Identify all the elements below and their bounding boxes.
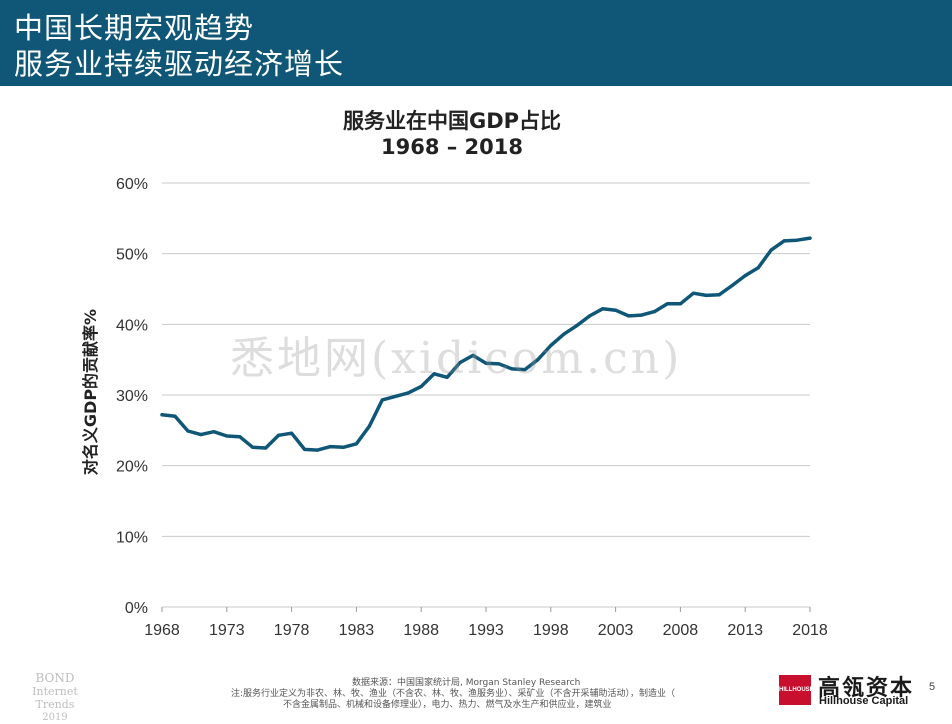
data-point (212, 430, 216, 434)
x-tick-label: 1988 (403, 622, 439, 639)
x-tick-label: 2013 (727, 622, 763, 639)
y-tick-label: 10% (116, 529, 148, 546)
y-tick-label: 40% (116, 317, 148, 334)
data-point (432, 372, 436, 376)
data-point (575, 324, 579, 328)
grid (162, 182, 810, 608)
hillhouse-logo-mark: HILLHOUSE (779, 675, 814, 705)
data-point (769, 248, 773, 252)
hillhouse-name-en: Hillhouse Capital (819, 695, 909, 707)
data-point (290, 431, 294, 435)
y-tick-label: 30% (116, 388, 148, 405)
x-tick-labels: 1968 1973 1978 1983 1988 1993 1998 2003 2008 2013… (144, 607, 828, 639)
x-tick-label: 1993 (468, 622, 504, 639)
definition-note-line2: 不含金属制品、机械和设备修理业），电力、热力、燃气及水生产和供应业，建筑业 (283, 700, 612, 710)
data-point (303, 447, 307, 451)
bond-logo-line3: 2019 (42, 712, 68, 723)
data-point (186, 429, 190, 433)
x-tick-label: 2018 (792, 622, 828, 639)
data-point (458, 360, 462, 365)
data-point (264, 446, 268, 450)
data-point (808, 236, 812, 240)
watermark: 悉地网(xidicom.cn) (230, 333, 683, 384)
data-point (730, 283, 734, 288)
data-point (277, 433, 281, 437)
data-point (704, 293, 708, 297)
chart-title: 服务业在中国GDP占比 (343, 109, 561, 133)
data-point (652, 310, 657, 314)
data-point (380, 398, 384, 402)
data-point (471, 353, 475, 357)
x-tick-label: 2003 (598, 622, 634, 639)
data-point (665, 302, 670, 306)
data-point (614, 308, 618, 312)
data-point (627, 314, 631, 318)
data-point (523, 368, 527, 372)
data-point (536, 358, 540, 362)
source-note: 数据来源：中国国家统计局, Morgan Stanley Research (352, 678, 581, 688)
data-point (393, 394, 397, 398)
data-point (406, 391, 410, 395)
data-point (639, 313, 644, 317)
page-title-line2: 服务业持续驱动经济增长 (14, 47, 345, 81)
data-point (743, 274, 747, 278)
y-axis-label: 对名义GDP的贡献率% (81, 309, 100, 475)
x-tick-label: 1998 (533, 622, 569, 639)
data-point (419, 384, 423, 389)
data-point (601, 307, 605, 311)
y-tick-label: 60% (116, 176, 148, 193)
y-tick-label: 0% (125, 600, 148, 617)
data-point (199, 433, 203, 437)
definition-note-line1: 注:服务行业定义为非农、林、牧、渔业（不含农、林、牧、渔服务业）、采矿业（不含开… (231, 689, 676, 699)
data-point (717, 293, 721, 297)
x-tick-label: 1973 (209, 622, 245, 639)
data-point (497, 362, 501, 366)
header-banner: 中国长期宏观趋势 服务业持续驱动经济增长 (0, 0, 952, 86)
bond-logo-line1: BOND (35, 671, 75, 685)
data-point (367, 424, 371, 428)
page-title-line1: 中国长期宏观趋势 (14, 11, 255, 45)
y-tick-labels: 0% 10% 20% 30% 40% 50% 60% (116, 176, 148, 617)
data-point (238, 435, 242, 439)
data-point (549, 343, 553, 348)
data-point (484, 361, 488, 365)
data-point (588, 314, 592, 318)
data-point (160, 413, 164, 417)
line-chart: 服务业在中国GDP占比 1968 – 2018 对名义GDP的贡献率% 0% 10… (81, 109, 828, 639)
data-point (225, 434, 229, 438)
data-point (678, 302, 683, 306)
y-tick-label: 20% (116, 459, 148, 476)
data-point (173, 414, 177, 418)
chart-subtitle: 1968 – 2018 (381, 135, 523, 159)
data-point (354, 442, 358, 446)
x-tick-label: 1968 (144, 622, 180, 639)
data-point (782, 239, 786, 243)
bond-logo: BOND Internet Trends 2019 (14, 672, 96, 724)
data-point (691, 291, 696, 295)
data-point (328, 445, 333, 449)
x-tick-label: 1978 (274, 622, 310, 639)
data-point (251, 445, 255, 449)
series-group (160, 236, 812, 452)
data-point (445, 375, 449, 379)
data-point (562, 332, 566, 336)
bond-logo-line2: Internet Trends (32, 685, 78, 711)
page-number: 5 (929, 681, 936, 693)
hillhouse-name-cn: 高瓴资本 (818, 676, 915, 701)
data-point (756, 266, 760, 270)
y-tick-label: 50% (116, 247, 148, 264)
data-point (510, 367, 514, 371)
data-point (795, 238, 799, 242)
x-tick-label: 1983 (339, 622, 375, 639)
data-point (341, 445, 345, 449)
x-tick-label: 2008 (663, 622, 699, 639)
data-point (315, 448, 320, 452)
